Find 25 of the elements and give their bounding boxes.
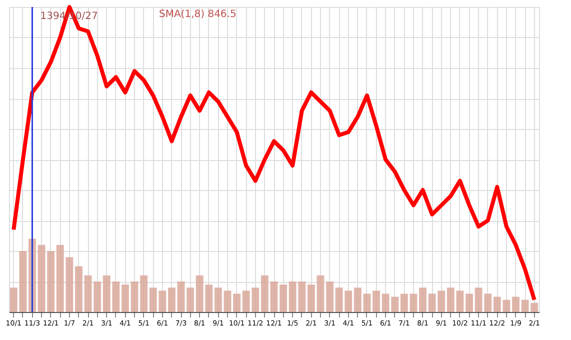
bar bbox=[270, 282, 278, 312]
bar bbox=[260, 275, 268, 312]
bar bbox=[140, 275, 148, 312]
bar bbox=[400, 294, 408, 312]
bar bbox=[177, 282, 185, 312]
bar bbox=[214, 288, 222, 312]
bar bbox=[233, 294, 241, 312]
bar bbox=[326, 282, 334, 312]
bar bbox=[512, 296, 520, 312]
annotation: SMA(1,8) 846.5 bbox=[159, 9, 236, 20]
bar bbox=[186, 288, 194, 312]
bar bbox=[168, 288, 176, 312]
bar bbox=[372, 290, 380, 312]
bar bbox=[224, 290, 232, 312]
bar bbox=[280, 284, 288, 312]
bar bbox=[122, 284, 129, 312]
bar bbox=[363, 294, 371, 312]
bar bbox=[354, 288, 362, 312]
bar bbox=[130, 282, 138, 312]
bar bbox=[466, 294, 473, 312]
bar bbox=[75, 266, 82, 312]
bar bbox=[307, 284, 315, 312]
bar bbox=[316, 275, 324, 312]
bar bbox=[410, 294, 418, 312]
bar bbox=[419, 288, 426, 312]
